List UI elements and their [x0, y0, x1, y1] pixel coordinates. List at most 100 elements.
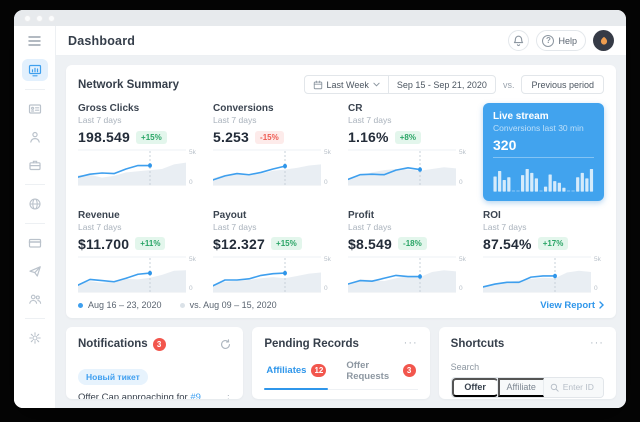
sidebar-item-statistics[interactable]: [22, 193, 48, 215]
chevron-down-icon: [373, 82, 380, 87]
metric-subtitle: Last 7 days: [348, 221, 392, 232]
y-axis-min: 0: [189, 178, 193, 186]
notification-text: Offer Cap approaching for #9 Cross Endur…: [78, 391, 233, 399]
notifications-title: Notifications: [78, 338, 148, 351]
metric-subtitle: Last 7 days: [213, 115, 257, 125]
live-stream-card[interactable]: Live stream Conversions last 30 min 320: [483, 103, 604, 201]
live-bars-chart: [493, 161, 594, 192]
more-options-icon[interactable]: ···: [403, 336, 418, 349]
help-button[interactable]: ? Help: [536, 30, 586, 51]
sidebar-item-affiliates[interactable]: [22, 126, 48, 148]
previous-period-button[interactable]: Previous period: [521, 75, 604, 94]
sidebar-item-dashboard[interactable]: [21, 59, 48, 81]
refresh-icon: [220, 338, 231, 350]
notifications-bell-button[interactable]: [508, 30, 530, 51]
avatar-flame-icon: [598, 35, 610, 47]
help-button-label: Help: [558, 35, 577, 46]
y-axis-max: 5k: [189, 149, 196, 156]
metric-value: $12.327: [213, 235, 266, 252]
refresh-button[interactable]: [220, 338, 231, 350]
more-options-icon[interactable]: ···: [589, 336, 604, 349]
y-axis-min: 0: [459, 285, 463, 293]
credit-card-icon: [28, 236, 42, 250]
metric-card-conversions: Conversions Last 7 days 5.253 -15% 5k 0: [213, 103, 334, 201]
sparkline-chart: [483, 256, 591, 293]
y-axis-max: 5k: [324, 149, 331, 156]
search-id-field[interactable]: [543, 377, 603, 397]
metric-card-revenue: Revenue Last 7 days $11.700 +11% 5k 0: [78, 210, 199, 293]
tab-affiliates[interactable]: Affiliates 12: [264, 358, 329, 390]
legend-previous-period: vs. Aug 09 – 15, 2020: [179, 300, 277, 310]
y-axis-max: 5k: [594, 255, 601, 263]
top-header: Dashboard ? Help: [56, 26, 626, 56]
paper-plane-icon: [28, 264, 42, 278]
live-stream-divider: [493, 157, 594, 158]
metric-subtitle: Last 7 days: [483, 221, 527, 232]
sparkline-chart: [78, 256, 186, 293]
tab-offer-requests[interactable]: Offer Requests 3: [344, 358, 417, 389]
metric-subtitle: Last 7 days: [78, 115, 122, 125]
sparkline-chart: [348, 256, 456, 293]
offer-link[interactable]: #9 Cross Enduro Skills: [190, 391, 201, 399]
pending-records-panel: Pending Records ··· Affiliates 12 Offer …: [252, 326, 430, 400]
search-type-offer-button[interactable]: Offer: [451, 377, 498, 397]
metric-value: 1.16%: [348, 129, 389, 145]
metric-title: Conversions: [213, 103, 274, 114]
vs-label: vs.: [502, 79, 515, 90]
y-axis-max: 5k: [459, 149, 466, 156]
metric-value: $11.700: [78, 235, 130, 252]
metric-subtitle: Last 7 days: [78, 221, 122, 232]
search-label: Search: [450, 361, 480, 372]
metric-card-profit: Profit Last 7 days $8.549 -18% 5k 0: [348, 210, 469, 293]
sidebar-item-settings[interactable]: [22, 327, 48, 349]
window-zoom-button[interactable]: [48, 14, 55, 22]
y-axis-min: 0: [324, 178, 328, 186]
sidebar-item-automation[interactable]: [22, 260, 48, 282]
sparkline-chart: [348, 149, 456, 186]
metric-delta-badge: -18%: [398, 237, 427, 251]
sidebar-divider: [24, 184, 45, 185]
question-circle-icon: ?: [542, 34, 555, 47]
metric-delta-badge: +11%: [135, 237, 166, 251]
sidebar-item-billing[interactable]: [22, 232, 48, 254]
search-icon: [550, 383, 559, 392]
search-type-control: Offer Affiliate: [450, 376, 604, 398]
live-stream-value: 320: [493, 137, 517, 153]
window-minimize-button[interactable]: [36, 14, 43, 22]
offers-icon: [28, 102, 42, 116]
pending-record-row: Affiliate #114 OL Media Inc. Today, 12:2…: [264, 390, 417, 400]
sparkline-chart: [213, 256, 321, 293]
notifications-panel: Notifications 3 Новый тикет Offe: [66, 326, 244, 399]
dashboard-icon: [28, 63, 42, 77]
sidebar-item-offers[interactable]: [22, 98, 48, 120]
metric-delta-badge: +15%: [136, 130, 167, 144]
metric-title: CR: [348, 103, 363, 114]
kebab-menu-icon[interactable]: ⋮: [223, 392, 233, 399]
period-preset-dropdown[interactable]: Last Week: [305, 76, 388, 93]
search-id-input[interactable]: [562, 382, 597, 393]
view-report-link[interactable]: View Report: [540, 300, 604, 311]
metric-title: Profit: [348, 209, 375, 221]
date-range-control: Last Week Sep 15 - Sep 21, 2020: [303, 75, 496, 94]
notification-item: Новый тикет Offer Cap approaching for #9…: [78, 367, 233, 399]
sidebar-item-users[interactable]: [22, 288, 48, 310]
page-title: Dashboard: [68, 33, 136, 48]
live-stream-title: Live stream: [493, 111, 549, 122]
sparkline-chart: [213, 149, 321, 186]
metric-delta-badge: +8%: [394, 130, 421, 144]
date-range-value[interactable]: Sep 15 - Sep 21, 2020: [387, 76, 495, 93]
tab-count-badge: 3: [402, 364, 416, 378]
search-type-affiliate-button[interactable]: Affiliate: [497, 377, 544, 397]
metric-value: 198.549: [78, 129, 131, 145]
menu-toggle-button[interactable]: [14, 26, 55, 56]
window-close-button[interactable]: [24, 14, 31, 22]
person-icon: [28, 130, 42, 144]
network-summary-title: Network Summary: [78, 78, 179, 91]
legend-previous-dot: [179, 302, 185, 308]
sidebar-item-advertisers[interactable]: [22, 154, 48, 176]
notifications-count-badge: 3: [152, 337, 166, 351]
pending-tabs: Affiliates 12 Offer Requests 3: [264, 358, 418, 390]
user-avatar[interactable]: [593, 30, 614, 51]
tab-count-badge: 12: [311, 364, 327, 378]
metric-grid: Gross Clicks Last 7 days 198.549 +15% 5k…: [78, 103, 604, 293]
